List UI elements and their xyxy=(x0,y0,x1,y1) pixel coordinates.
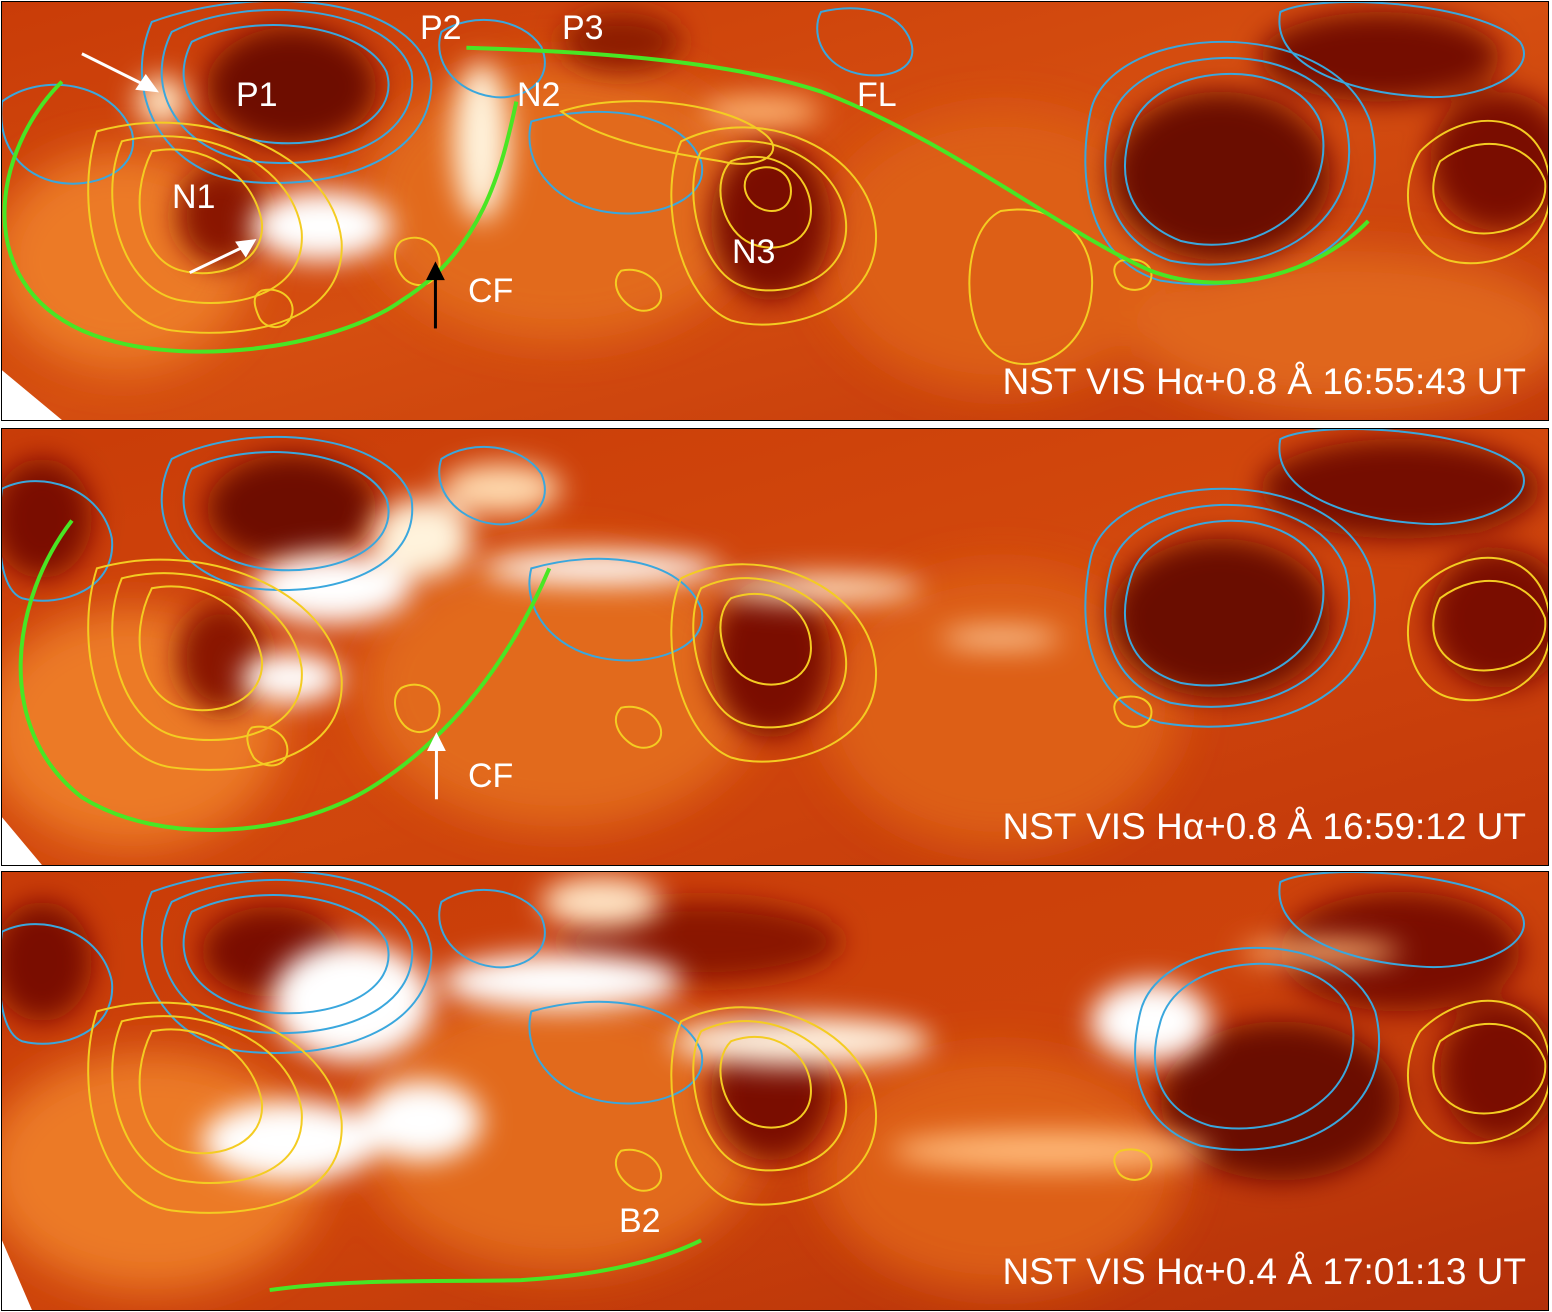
label-fl: FL xyxy=(857,76,897,114)
label-n1: N1 xyxy=(172,178,216,216)
panel-3-caption: NST VIS Hα+0.4 Å 17:01:13 UT xyxy=(1002,1251,1526,1292)
panel-1: P2 P3 P1 N2 FL N1 N3 CF NST VIS Hα+0.8 Å… xyxy=(1,1,1549,421)
halpha-image-3 xyxy=(2,872,1548,1310)
panel-2: CF NST VIS Hα+0.8 Å 16:59:12 UT xyxy=(1,428,1549,866)
label-p1: P1 xyxy=(236,76,278,114)
label-p2: P2 xyxy=(420,9,462,47)
panel-2-caption: NST VIS Hα+0.8 Å 16:59:12 UT xyxy=(1002,806,1526,847)
halpha-image-1 xyxy=(2,2,1548,420)
panel-1-caption: NST VIS Hα+0.8 Å 16:55:43 UT xyxy=(1002,361,1526,402)
label-n3: N3 xyxy=(732,233,776,271)
label-cf: CF xyxy=(468,757,514,795)
label-n2: N2 xyxy=(517,76,561,114)
label-b2: B2 xyxy=(619,1202,661,1240)
panel-3: B2 NST VIS Hα+0.4 Å 17:01:13 UT xyxy=(1,871,1549,1311)
label-cf: CF xyxy=(468,272,514,310)
label-p3: P3 xyxy=(562,9,604,47)
halpha-image-2 xyxy=(2,429,1548,865)
